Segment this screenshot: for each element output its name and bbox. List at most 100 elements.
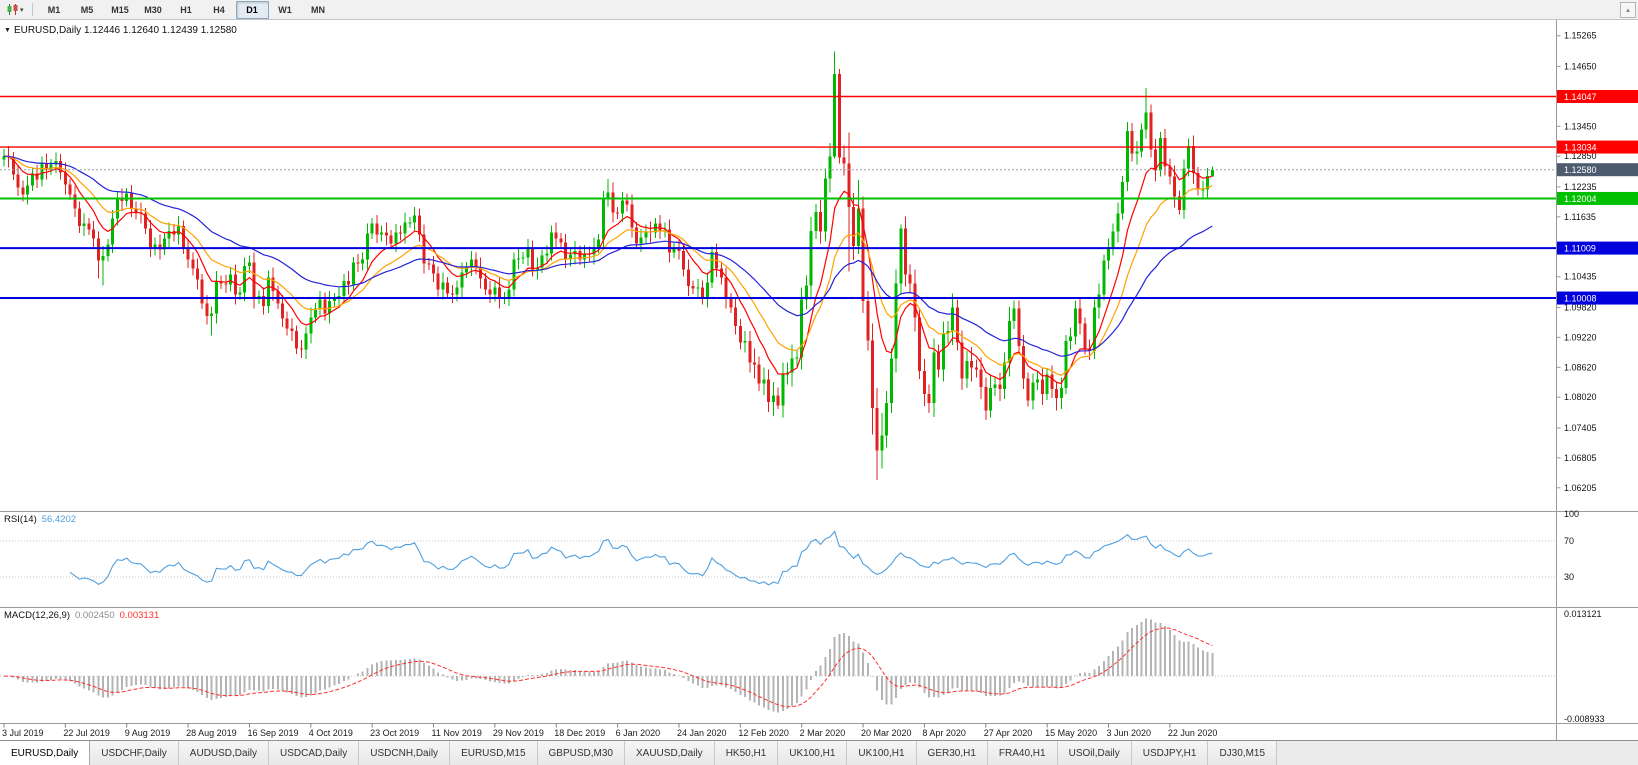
svg-text:8 Apr 2020: 8 Apr 2020 xyxy=(922,728,966,738)
svg-text:1.10435: 1.10435 xyxy=(1564,272,1597,282)
svg-text:2 Mar 2020: 2 Mar 2020 xyxy=(800,728,846,738)
level-badge-1.11009 xyxy=(1557,241,1638,255)
svg-text:22 Jul 2019: 22 Jul 2019 xyxy=(63,728,110,738)
svg-text:12 Feb 2020: 12 Feb 2020 xyxy=(738,728,789,738)
chart-background xyxy=(0,20,1638,740)
timeframe-button-m15[interactable]: M15 xyxy=(111,4,129,15)
chart-tab-9[interactable]: UK100,H1 xyxy=(778,741,848,765)
chart-tabbar: EURUSD,Daily USDCHF,Daily AUDUSD,Daily USDC… xyxy=(0,740,1638,765)
chart-tab-12[interactable]: FRA40,H1 xyxy=(987,741,1058,765)
level-badge-1.12004 xyxy=(1557,191,1638,205)
toolbar-separator xyxy=(31,3,33,16)
svg-text:3 Jun 2020: 3 Jun 2020 xyxy=(1106,728,1151,738)
chart-tab-0[interactable]: EURUSD,Daily xyxy=(0,741,91,765)
svg-text:28 Aug 2019: 28 Aug 2019 xyxy=(186,728,237,738)
macd-histogram xyxy=(7,618,1214,713)
macd-panel: 0.013121 -0.008933 xyxy=(0,609,1605,724)
horizontal-level-lines[interactable] xyxy=(0,95,1557,300)
timeframe-button-m1[interactable]: M1 xyxy=(47,4,61,15)
svg-text:1.12580: 1.12580 xyxy=(1564,165,1597,175)
candles-layer xyxy=(2,51,1214,481)
svg-text:1.09220: 1.09220 xyxy=(1564,332,1597,342)
candlestick-chart-icon xyxy=(7,4,18,15)
ma-fast-line xyxy=(3,155,1213,385)
chart-tab-5[interactable]: EURUSD,M15 xyxy=(450,741,538,765)
chart-tab-15[interactable]: DJ30,M15 xyxy=(1208,741,1278,765)
svg-text:3 Jul 2019: 3 Jul 2019 xyxy=(2,728,44,738)
chart-tab-2[interactable]: AUDUSD,Daily xyxy=(178,741,270,765)
svg-text:1.13034: 1.13034 xyxy=(1564,143,1597,153)
svg-text:1.09820: 1.09820 xyxy=(1564,302,1597,312)
svg-text:1.13450: 1.13450 xyxy=(1564,121,1597,131)
svg-text:0.013121: 0.013121 xyxy=(1564,609,1602,619)
rsi-panel: 100 70 30 xyxy=(0,509,1579,586)
svg-text:23 Oct 2019: 23 Oct 2019 xyxy=(370,728,419,738)
svg-text:6 Jan 2020: 6 Jan 2020 xyxy=(616,728,661,738)
svg-text:1.12235: 1.12235 xyxy=(1564,182,1597,192)
chart-tab-10[interactable]: UK100,H1 xyxy=(847,741,917,765)
svg-text:1.14650: 1.14650 xyxy=(1564,61,1597,71)
svg-text:18 Dec 2019: 18 Dec 2019 xyxy=(554,728,605,738)
chart-tab-14[interactable]: USDJPY,H1 xyxy=(1131,741,1209,765)
svg-text:1.12004: 1.12004 xyxy=(1564,194,1597,204)
timeframe-button-d1[interactable]: D1 xyxy=(235,0,269,19)
svg-text:1.07405: 1.07405 xyxy=(1564,423,1597,433)
chart-tab-8[interactable]: HK50,H1 xyxy=(714,741,779,765)
svg-text:29 Nov 2019: 29 Nov 2019 xyxy=(493,728,544,738)
svg-text:1.06805: 1.06805 xyxy=(1564,453,1597,463)
svg-text:70: 70 xyxy=(1564,536,1574,546)
price-axis[interactable]: 1.15265 1.14650 1.13450 1.12850 1.12235 1.116… xyxy=(1556,20,1638,740)
one-click-trading-toggle[interactable]: ▼ xyxy=(4,27,11,34)
chart-canvas[interactable]: 1.15265 1.14650 1.13450 1.12850 1.12235 1.116… xyxy=(0,20,1638,740)
timeframe-button-h1[interactable]: H1 xyxy=(180,4,192,15)
svg-text:1.15265: 1.15265 xyxy=(1564,31,1597,41)
chart-tab-7[interactable]: XAUUSD,Daily xyxy=(625,741,715,765)
chart-tab-6[interactable]: GBPUSD,M30 xyxy=(537,741,625,765)
timeframe-button-h4[interactable]: H4 xyxy=(213,4,225,15)
level-badge-1.14047 xyxy=(1557,90,1638,104)
chart-tab-13[interactable]: USOil,Daily xyxy=(1057,741,1132,765)
svg-text:16 Sep 2019: 16 Sep 2019 xyxy=(247,728,298,738)
ma-mid-line xyxy=(3,155,1213,376)
svg-text:1.08620: 1.08620 xyxy=(1564,362,1597,372)
chart-tab-3[interactable]: USDCAD,Daily xyxy=(269,741,360,765)
time-axis[interactable]: 3 Jul 2019 22 Jul 2019 9 Aug 2019 28 Aug 20… xyxy=(2,723,1218,739)
panel-separators[interactable] xyxy=(0,511,1638,724)
svg-text:20 Mar 2020: 20 Mar 2020 xyxy=(861,728,912,738)
timeframe-button-m5[interactable]: M5 xyxy=(80,4,94,15)
svg-text:15 May 2020: 15 May 2020 xyxy=(1045,728,1097,738)
timeframe-buttons: M1 M5 M15 M30 H1 H4 D1 W1 MN xyxy=(38,0,335,19)
chart-tab-1[interactable]: USDCHF,Daily xyxy=(90,741,179,765)
chevron-down-icon: ▾ xyxy=(20,6,24,14)
svg-text:24 Jan 2020: 24 Jan 2020 xyxy=(677,728,727,738)
level-badge-1.10008 xyxy=(1557,291,1638,305)
svg-text:1.12850: 1.12850 xyxy=(1564,151,1597,161)
svg-text:1.11635: 1.11635 xyxy=(1564,212,1596,222)
current-price-badge xyxy=(1557,163,1638,177)
svg-text:1.14047: 1.14047 xyxy=(1564,92,1597,102)
timeframe-toolbar: ▾ M1 M5 M15 M30 H1 H4 D1 W1 MN ▴ xyxy=(0,0,1638,20)
chart-tab-11[interactable]: GER30,H1 xyxy=(916,741,988,765)
timeframe-button-w1[interactable]: W1 xyxy=(278,4,292,15)
svg-text:11 Nov 2019: 11 Nov 2019 xyxy=(432,728,482,738)
chart-type-button[interactable]: ▾ xyxy=(3,2,27,17)
svg-text:100: 100 xyxy=(1564,509,1579,519)
svg-text:1.08020: 1.08020 xyxy=(1564,392,1597,402)
svg-text:22 Jun 2020: 22 Jun 2020 xyxy=(1168,728,1218,738)
svg-text:-0.008933: -0.008933 xyxy=(1564,714,1605,724)
chart-area: 1.15265 1.14650 1.13450 1.12850 1.12235 1.116… xyxy=(0,20,1638,740)
macd-signal-line xyxy=(4,627,1213,708)
timeframe-button-m30[interactable]: M30 xyxy=(144,4,162,15)
chart-tab-4[interactable]: USDCNH,Daily xyxy=(359,741,451,765)
svg-text:27 Apr 2020: 27 Apr 2020 xyxy=(984,728,1033,738)
svg-text:1.06205: 1.06205 xyxy=(1564,483,1597,493)
ma-slow-line xyxy=(3,155,1213,357)
scroll-up-button[interactable]: ▴ xyxy=(1620,2,1636,18)
svg-text:1.11009: 1.11009 xyxy=(1564,244,1596,254)
svg-text:30: 30 xyxy=(1564,572,1574,582)
rsi-line xyxy=(69,530,1213,586)
timeframe-button-mn[interactable]: MN xyxy=(311,4,326,15)
level-badge-1.13034 xyxy=(1557,140,1638,154)
svg-text:1.10008: 1.10008 xyxy=(1564,294,1597,304)
